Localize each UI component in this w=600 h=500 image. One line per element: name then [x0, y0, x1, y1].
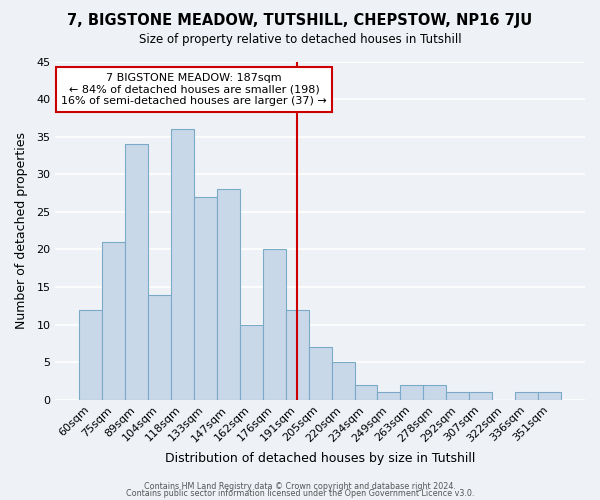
Bar	[308, 347, 332, 400]
Bar	[469, 392, 492, 400]
Text: 7 BIGSTONE MEADOW: 187sqm  
← 84% of detached houses are smaller (198)
16% of se: 7 BIGSTONE MEADOW: 187sqm ← 84% of detac…	[61, 73, 327, 106]
Bar	[263, 250, 286, 400]
Text: 7, BIGSTONE MEADOW, TUTSHILL, CHEPSTOW, NP16 7JU: 7, BIGSTONE MEADOW, TUTSHILL, CHEPSTOW, …	[67, 12, 533, 28]
Bar	[148, 294, 171, 400]
Text: Size of property relative to detached houses in Tutshill: Size of property relative to detached ho…	[139, 32, 461, 46]
Bar	[217, 190, 240, 400]
Bar	[355, 385, 377, 400]
Y-axis label: Number of detached properties: Number of detached properties	[15, 132, 28, 329]
Bar	[400, 385, 424, 400]
Bar	[515, 392, 538, 400]
Bar	[424, 385, 446, 400]
Text: Contains HM Land Registry data © Crown copyright and database right 2024.: Contains HM Land Registry data © Crown c…	[144, 482, 456, 491]
X-axis label: Distribution of detached houses by size in Tutshill: Distribution of detached houses by size …	[165, 452, 475, 465]
Bar	[446, 392, 469, 400]
Bar	[171, 129, 194, 400]
Bar	[103, 242, 125, 400]
Bar	[79, 310, 103, 400]
Text: Contains public sector information licensed under the Open Government Licence v3: Contains public sector information licen…	[126, 490, 474, 498]
Bar	[538, 392, 561, 400]
Bar	[332, 362, 355, 400]
Bar	[286, 310, 308, 400]
Bar	[240, 324, 263, 400]
Bar	[125, 144, 148, 400]
Bar	[194, 197, 217, 400]
Bar	[377, 392, 400, 400]
